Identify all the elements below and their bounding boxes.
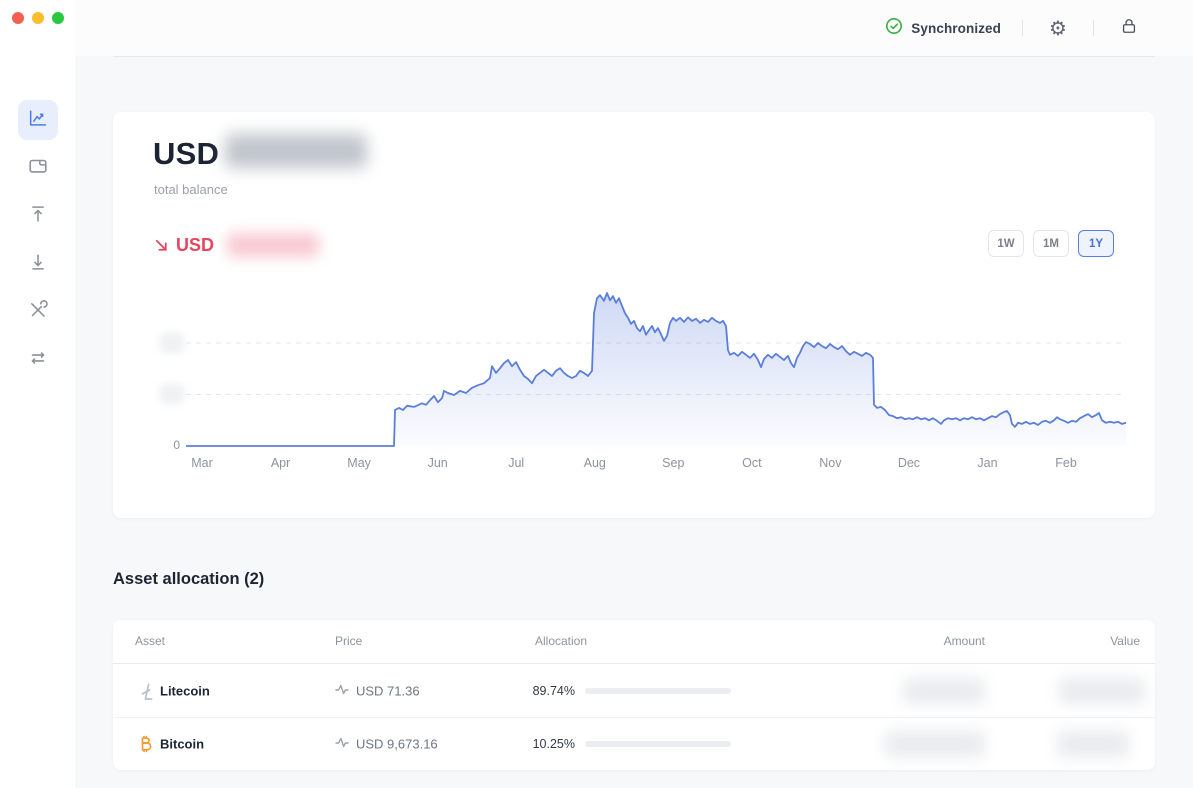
month-label-dec: Dec	[897, 456, 921, 470]
activity-icon	[335, 737, 349, 752]
range-button-1y[interactable]: 1Y	[1078, 230, 1114, 257]
value-redacted	[1059, 677, 1145, 704]
chart-line	[186, 292, 1126, 447]
sidebar-nav	[0, 100, 75, 380]
litecoin-icon	[135, 681, 155, 701]
sidebar-item-portfolio[interactable]	[17, 100, 58, 140]
column-header-value: Value	[1110, 634, 1140, 648]
sync-status[interactable]: Synchronized	[885, 17, 1001, 40]
month-label-mar: Mar	[191, 456, 213, 470]
range-selector: 1W 1M 1Y	[988, 230, 1114, 257]
arrow-down-right-icon	[153, 237, 170, 254]
activity-icon	[335, 683, 349, 698]
month-label-feb: Feb	[1055, 456, 1077, 470]
y-tick-redacted-lower	[160, 384, 184, 404]
table-header: Asset Price Allocation Amount Value	[113, 620, 1155, 664]
sidebar-item-swap[interactable]	[18, 340, 58, 380]
month-label-jul: Jul	[508, 456, 525, 470]
check-circle-icon	[885, 17, 903, 40]
range-button-1w[interactable]: 1W	[988, 230, 1024, 257]
sidebar-item-manager[interactable]	[18, 292, 58, 332]
column-header-price: Price	[335, 634, 363, 648]
month-label-jan: Jan	[977, 456, 998, 470]
sidebar-item-receive[interactable]	[18, 244, 58, 284]
amount-redacted	[885, 731, 985, 757]
balance-currency: USD	[153, 136, 220, 171]
arrow-up-from-line-icon	[27, 203, 49, 230]
topbar: Synchronized ⚙	[75, 0, 1193, 56]
header-rule	[113, 56, 1155, 57]
x-axis-month-labels: Mar Apr May Jun Jul Aug Sep Oct Nov Dec Jan Feb	[186, 456, 1126, 472]
bitcoin-icon	[135, 734, 155, 754]
allocation-bar	[585, 687, 731, 694]
y-axis-zero-label: 0	[173, 438, 180, 452]
window-controls	[12, 12, 64, 24]
balance-chart[interactable]	[186, 288, 1126, 448]
sidebar	[0, 0, 75, 788]
delta-value-redacted	[227, 233, 319, 257]
column-header-allocation: Allocation	[535, 634, 588, 648]
value-redacted	[1057, 731, 1129, 757]
asset-price: USD 71.36	[335, 683, 420, 698]
chart-area-fill	[186, 293, 1126, 446]
sidebar-item-accounts[interactable]	[18, 148, 58, 188]
price-text: USD 9,673.16	[356, 736, 438, 752]
allocation-bar	[585, 741, 731, 747]
chart-line-icon	[27, 107, 49, 134]
table-row-bitcoin[interactable]: Bitcoin USD 9,673.16 10.25%	[113, 717, 1155, 770]
tools-icon	[27, 299, 49, 326]
month-label-apr: Apr	[270, 456, 291, 470]
main-area: Synchronized ⚙ USD	[75, 0, 1193, 788]
balance-value-redacted	[225, 134, 367, 168]
lock-button[interactable]	[1115, 14, 1143, 42]
close-window-button[interactable]	[12, 12, 24, 24]
balance-card: USD total balance USD 1W 1M 1Y 0	[113, 112, 1155, 518]
column-header-asset: Asset	[135, 634, 166, 648]
table-row-litecoin[interactable]: Litecoin USD 71.36 89.74%	[113, 664, 1155, 717]
minimize-window-button[interactable]	[32, 12, 44, 24]
month-label-may: May	[347, 456, 371, 470]
arrow-down-to-line-icon	[27, 251, 49, 278]
gear-icon: ⚙	[1049, 16, 1067, 40]
asset-name: Bitcoin	[160, 736, 205, 752]
topbar-divider-2	[1093, 20, 1094, 36]
sidebar-item-send[interactable]	[18, 196, 58, 236]
topbar-divider-1	[1022, 20, 1023, 36]
column-header-amount: Amount	[943, 634, 985, 648]
month-label-jun: Jun	[427, 456, 448, 470]
zoom-window-button[interactable]	[52, 12, 64, 24]
settings-button[interactable]: ⚙	[1044, 14, 1072, 42]
month-label-nov: Nov	[819, 456, 842, 470]
range-button-1m[interactable]: 1M	[1033, 230, 1069, 257]
lock-icon	[1119, 16, 1139, 41]
amount-redacted	[903, 677, 985, 704]
y-tick-redacted-upper	[160, 333, 184, 353]
sync-status-label: Synchronized	[911, 20, 1001, 36]
asset-name: Litecoin	[160, 683, 210, 698]
month-label-sep: Sep	[662, 456, 685, 470]
section-title: Asset allocation (2)	[113, 570, 265, 588]
price-text: USD 71.36	[356, 683, 420, 698]
month-label-aug: Aug	[583, 456, 606, 470]
allocation-percent: 10.25%	[532, 737, 575, 751]
balance-sublabel: total balance	[154, 182, 228, 197]
asset-price: USD 9,673.16	[335, 737, 438, 752]
month-label-oct: Oct	[742, 456, 762, 470]
swap-arrows-icon	[27, 347, 49, 374]
wallet-icon	[27, 155, 49, 182]
allocation-percent: 89.74%	[532, 683, 575, 698]
allocation-table: Asset Price Allocation Amount Value Lite…	[113, 620, 1155, 770]
delta-currency: USD	[176, 234, 215, 255]
